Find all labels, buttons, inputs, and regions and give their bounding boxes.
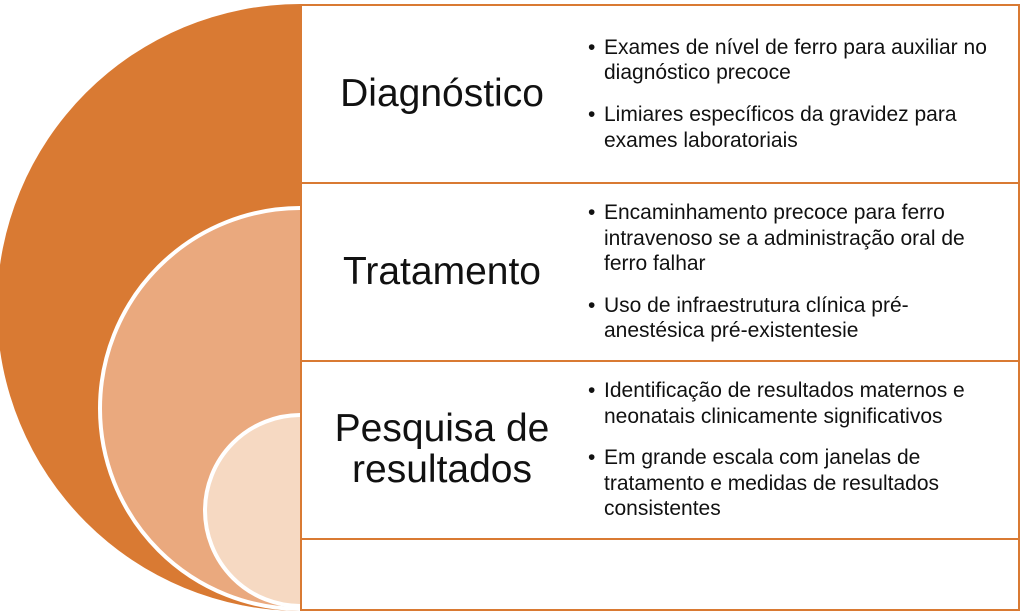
bullet-item: Em grande escala com janelas de tratamen… [588,445,998,522]
bullet-list: Exames de nível de ferro para auxiliar n… [588,35,998,153]
bullet-list: Identificação de resultados maternos e n… [588,378,998,522]
row-label-cell: Pesquisa de resultados [302,362,582,538]
row-spacer [302,540,1018,575]
diagram-stage: Diagnóstico Exames de nível de ferro par… [0,0,1024,615]
row-diagnostico: Diagnóstico Exames de nível de ferro par… [302,6,1018,184]
row-bullets-cell: Exames de nível de ferro para auxiliar n… [582,6,1018,182]
row-label: Tratamento [343,252,541,293]
bullet-item: Limiares específicos da gravidez para ex… [588,102,998,153]
bullet-item: Identificação de resultados maternos e n… [588,378,998,429]
row-label: Diagnóstico [340,74,544,115]
row-label-cell: Tratamento [302,184,582,360]
arc-outer [0,4,300,611]
bullet-list: Encaminhamento precoce para ferro intrav… [588,200,998,344]
row-pesquisa: Pesquisa de resultados Identificação de … [302,362,1018,540]
arc-inner [203,413,301,608]
arc-mid [98,206,301,611]
row-label: Pesquisa de resultados [314,409,570,491]
bullet-item: Encaminhamento precoce para ferro intrav… [588,200,998,277]
content-table: Diagnóstico Exames de nível de ferro par… [300,4,1020,611]
bullet-item: Exames de nível de ferro para auxiliar n… [588,35,998,86]
row-tratamento: Tratamento Encaminhamento precoce para f… [302,184,1018,362]
row-label-cell: Diagnóstico [302,6,582,182]
bullet-item: Uso de infraestrutura clínica pré-anesté… [588,293,998,344]
arc-clip [0,0,300,615]
row-bullets-cell: Encaminhamento precoce para ferro intrav… [582,184,1018,360]
row-bullets-cell: Identificação de resultados maternos e n… [582,362,1018,538]
